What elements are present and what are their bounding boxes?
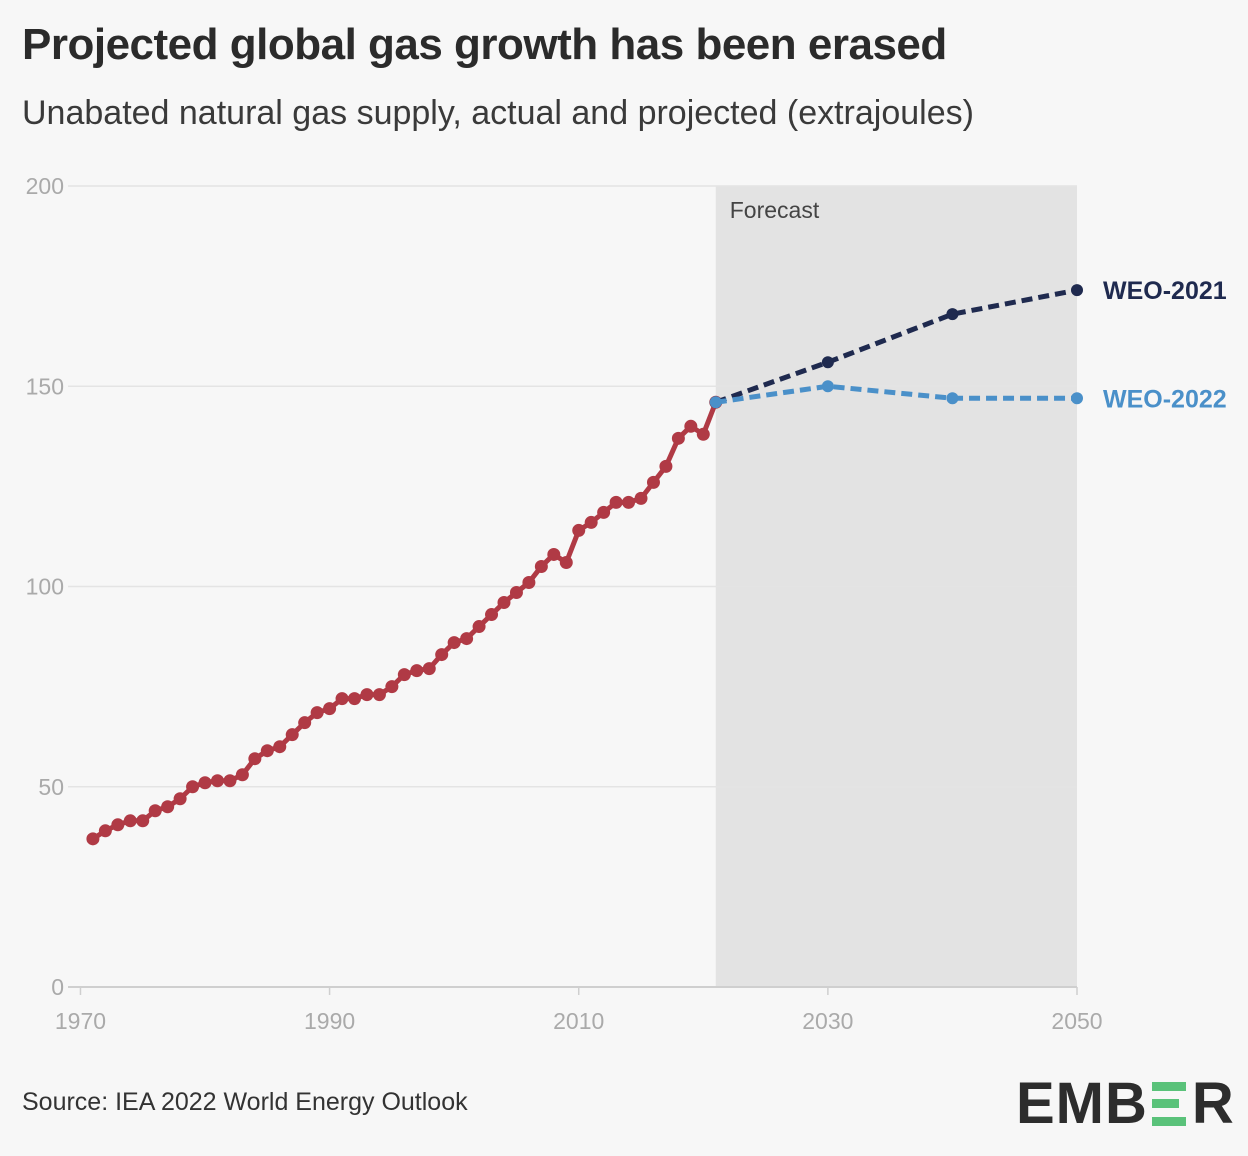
data-point — [123, 814, 137, 828]
data-point — [98, 824, 112, 838]
data-point — [696, 427, 710, 441]
data-point — [821, 356, 834, 369]
y-tick-label: 50 — [38, 774, 64, 800]
data-point — [497, 596, 511, 610]
data-point — [210, 774, 224, 788]
x-tick-label: 2030 — [802, 1008, 853, 1034]
data-point — [946, 392, 959, 405]
ember-logo: EMB R — [1016, 1070, 1235, 1137]
series-weo-2022 — [709, 380, 1083, 409]
data-point — [447, 636, 461, 650]
data-point — [460, 632, 474, 646]
data-point — [646, 475, 660, 489]
data-point — [111, 818, 125, 832]
data-point — [410, 664, 424, 678]
logo-text-part: EMB — [1016, 1071, 1148, 1136]
data-point — [372, 688, 386, 702]
data-point — [136, 814, 150, 828]
y-tick-label: 200 — [26, 173, 64, 199]
data-point — [148, 804, 162, 818]
y-tick-label: 150 — [26, 373, 64, 399]
data-point — [310, 706, 324, 720]
forecast-label: Forecast — [730, 197, 820, 223]
logo-e-mark — [1151, 1081, 1186, 1126]
data-point — [86, 832, 100, 846]
chart-subtitle: Unabated natural gas supply, actual and … — [22, 94, 974, 132]
x-tick-label: 1990 — [304, 1008, 355, 1034]
series-layer — [86, 284, 1083, 846]
data-point — [572, 523, 586, 537]
data-point — [298, 716, 312, 730]
x-tick-label: 2010 — [553, 1008, 604, 1034]
data-point — [198, 776, 212, 790]
data-point — [235, 768, 249, 782]
x-tick-label: 2050 — [1051, 1008, 1102, 1034]
data-point — [323, 702, 337, 716]
data-point — [1071, 284, 1083, 297]
data-point — [273, 740, 287, 754]
data-point — [485, 608, 499, 622]
grid-layer — [68, 185, 1077, 988]
data-point — [186, 780, 200, 794]
data-point — [397, 668, 411, 682]
axis-layer: 0 50 100 150 200 1970 1990 2010 2030 2050 — [26, 173, 1103, 1034]
data-point — [634, 491, 648, 505]
data-point — [671, 431, 685, 445]
source-note: Source: IEA 2022 World Energy Outlook — [22, 1088, 468, 1116]
series-line — [715, 383, 1077, 405]
data-point — [335, 692, 349, 706]
y-tick-label: 100 — [26, 574, 64, 600]
x-tick-label: 1970 — [55, 1008, 106, 1034]
y-tick-label: 0 — [51, 974, 64, 1000]
data-point — [522, 575, 536, 589]
series-line — [714, 287, 1078, 405]
data-point — [223, 774, 237, 788]
data-point — [248, 752, 262, 766]
data-point — [659, 459, 673, 473]
data-point — [509, 586, 523, 600]
data-point — [559, 555, 573, 569]
data-point — [1071, 392, 1083, 405]
data-point — [422, 662, 436, 676]
data-point — [946, 308, 959, 321]
data-point — [385, 680, 399, 694]
data-point — [609, 495, 623, 509]
data-point — [161, 800, 175, 814]
data-point — [821, 380, 834, 393]
data-point — [348, 692, 362, 706]
series-label: WEO-2021 — [1103, 277, 1227, 305]
data-point — [684, 419, 698, 433]
series-line — [91, 401, 719, 841]
data-point — [435, 648, 449, 662]
data-point — [360, 688, 374, 702]
data-point — [547, 547, 561, 561]
data-point — [472, 620, 486, 634]
series-actual — [86, 395, 723, 846]
data-point — [709, 396, 722, 409]
data-point — [534, 559, 548, 573]
data-point — [173, 792, 187, 806]
data-point — [597, 505, 611, 519]
data-point — [622, 495, 636, 509]
data-point — [260, 744, 274, 758]
chart-title: Projected global gas growth has been era… — [22, 20, 947, 69]
data-point — [584, 515, 598, 529]
data-point — [285, 728, 299, 742]
logo-text-part: R — [1191, 1071, 1235, 1136]
label-layer: WEO-2021 WEO-2022 — [1103, 277, 1227, 413]
series-label: WEO-2022 — [1103, 385, 1227, 413]
